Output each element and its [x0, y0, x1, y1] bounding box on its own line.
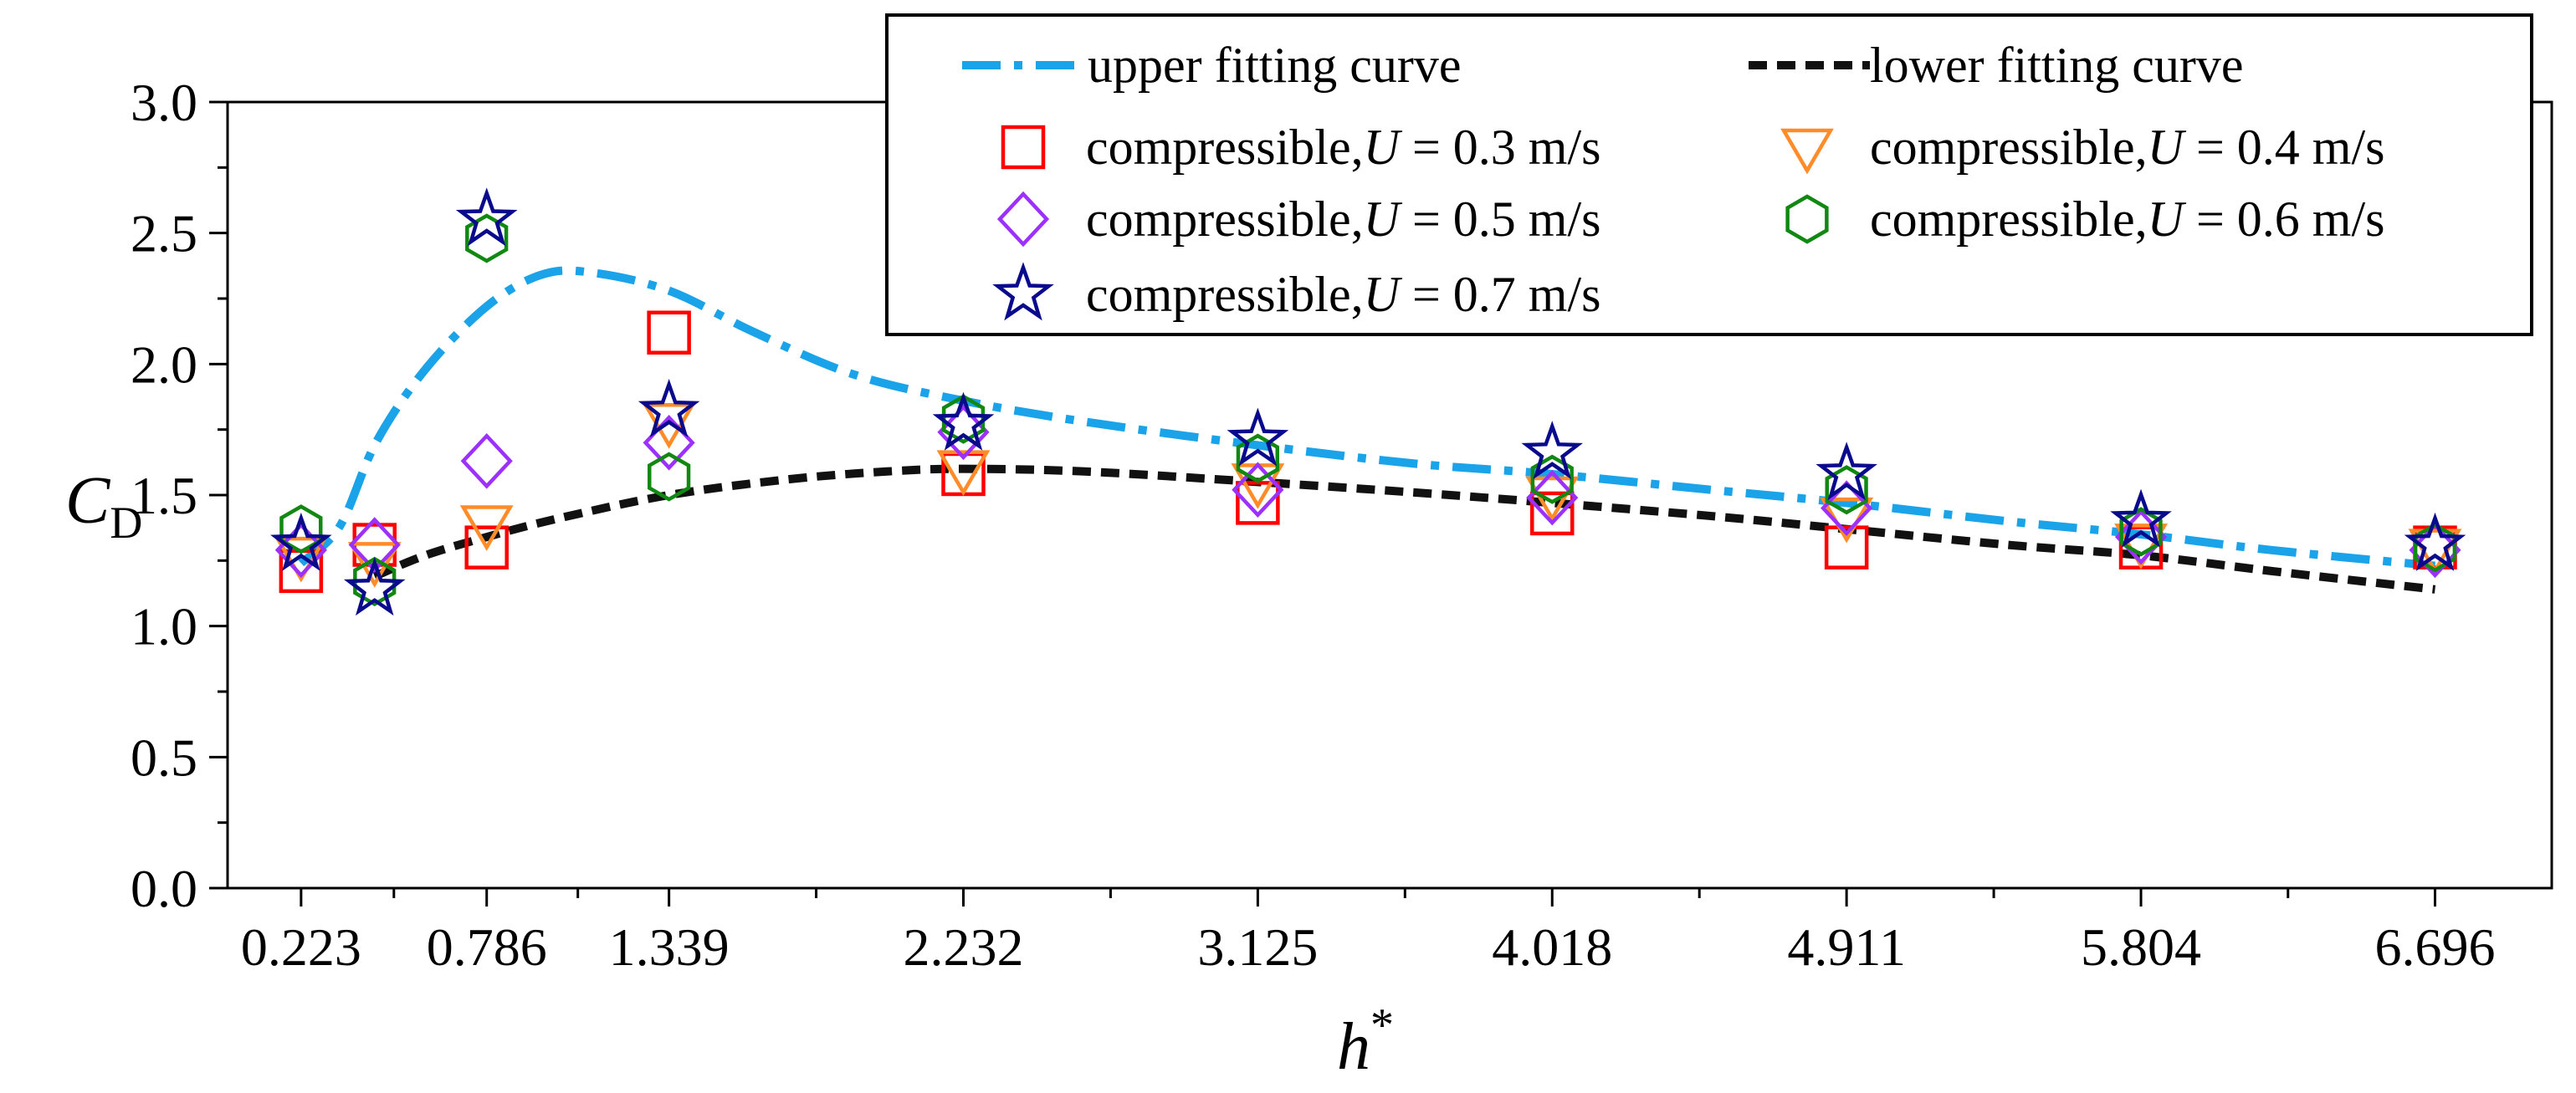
- legend-marker: [1780, 128, 1834, 175]
- data-point: [1530, 491, 1575, 536]
- data-point: [2409, 522, 2461, 579]
- series-star: [270, 187, 2466, 616]
- upper-fitting-curve: [298, 266, 2435, 570]
- data-point: [460, 432, 513, 489]
- data-point: [1236, 433, 1280, 483]
- data-point: [343, 557, 406, 616]
- data-point: [459, 505, 514, 551]
- x-tick-label: 2.232: [904, 917, 1024, 977]
- legend-label: compressible,U = 0.4 m/s: [1870, 120, 2384, 175]
- lower-fitting-curve: [372, 464, 2436, 594]
- legend-label: compressible,U = 0.7 m/s: [1086, 267, 1600, 322]
- data-point: [932, 391, 995, 451]
- data-point: [353, 556, 397, 606]
- data-point: [1526, 469, 1579, 526]
- y-tick-label: 2.0: [131, 335, 197, 394]
- x-tick-label: 4.018: [1492, 917, 1612, 977]
- y-tick-label: 2.5: [131, 204, 197, 263]
- y-tick-label: 1.5: [131, 466, 197, 525]
- y-tick-label: 0.0: [131, 859, 197, 918]
- data-point: [638, 379, 700, 438]
- x-axis-title: h*: [1337, 999, 1394, 1084]
- data-point: [1815, 442, 1877, 501]
- data-point: [1521, 421, 1584, 480]
- x-tick-label: 1.339: [609, 917, 730, 977]
- axes-layer: 0.0 0.5 1.0 1.5 2.0 2.5 3.0 0.223 0.786 1.339 2.23…: [131, 73, 2496, 977]
- x-tick-label: 0.223: [241, 917, 361, 977]
- data-point: [941, 394, 986, 444]
- data-point: [464, 525, 509, 569]
- x-tick-label: 6.696: [2375, 917, 2496, 977]
- data-point: [465, 213, 509, 263]
- legend-marker: [992, 262, 1054, 321]
- legend-marker: [996, 191, 1050, 248]
- data-point: [2114, 508, 2168, 565]
- y-axis-title: CD: [65, 464, 142, 548]
- y-tick-label: 0.5: [131, 728, 197, 787]
- data-point: [647, 452, 691, 502]
- data-point: [647, 310, 691, 355]
- data-point: [455, 187, 518, 247]
- legend-label: compressible,U = 0.5 m/s: [1086, 192, 1600, 247]
- x-tick-label: 0.786: [427, 917, 547, 977]
- data-point: [1232, 462, 1284, 518]
- data-point: [1825, 465, 1868, 515]
- x-tick-label: 5.804: [2081, 917, 2201, 977]
- data-point: [1824, 525, 1869, 569]
- data-point: [941, 452, 986, 497]
- x-tick-label: 4.911: [1787, 917, 1906, 977]
- legend-label: compressible,U = 0.3 m/s: [1086, 120, 1600, 175]
- markers-layer: [270, 187, 2466, 616]
- data-point: [348, 517, 401, 573]
- legend-box: [885, 13, 2533, 336]
- data-point: [1821, 480, 1873, 536]
- data-point: [1227, 407, 1289, 467]
- legend: upper fitting curve lower fitting curve co…: [885, 13, 2533, 336]
- data-point: [270, 512, 332, 571]
- data-point: [279, 504, 323, 554]
- x-tick-label: 3.125: [1197, 917, 1318, 977]
- legend-label: upper fitting curve: [1088, 38, 1462, 93]
- legend-label: lower fitting curve: [1870, 38, 2244, 93]
- data-point: [2110, 488, 2172, 548]
- y-tick-label: 3.0: [131, 73, 197, 132]
- y-tick-label: 1.0: [131, 597, 197, 656]
- data-point: [2404, 512, 2466, 571]
- data-point: [2119, 507, 2163, 557]
- legend-marker: [1001, 125, 1046, 170]
- legend-marker: [1785, 194, 1829, 244]
- data-point: [1530, 454, 1574, 504]
- curves-layer: [298, 266, 2436, 594]
- data-point: [936, 450, 991, 497]
- data-point: [1525, 476, 1580, 523]
- legend-label: compressible,U = 0.6 m/s: [1870, 192, 2384, 247]
